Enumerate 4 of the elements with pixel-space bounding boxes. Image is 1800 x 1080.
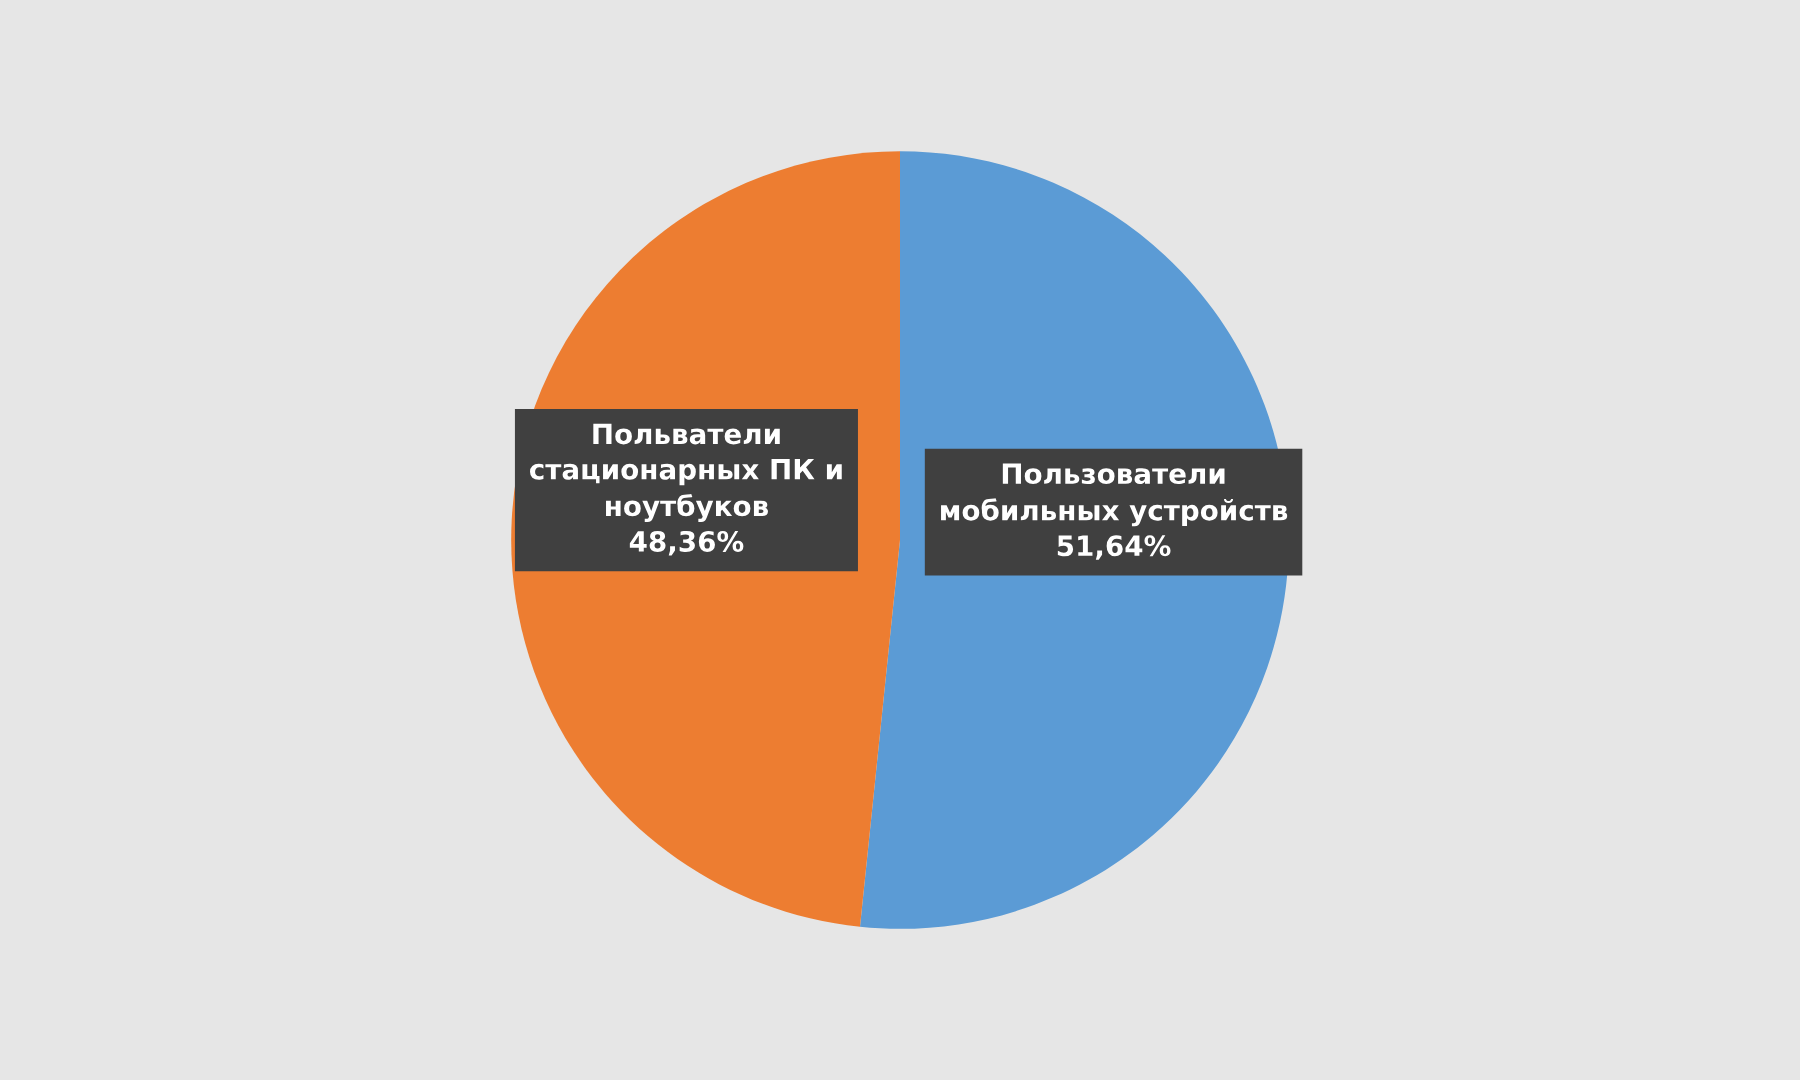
slice-label: Польватели стационарных ПК и ноутбуков xyxy=(530,423,842,522)
slice-label: Пользователи мобильных устройств xyxy=(941,463,1288,527)
data-label: 51,64% xyxy=(1057,535,1171,560)
data-label: 48,36% xyxy=(629,530,744,556)
